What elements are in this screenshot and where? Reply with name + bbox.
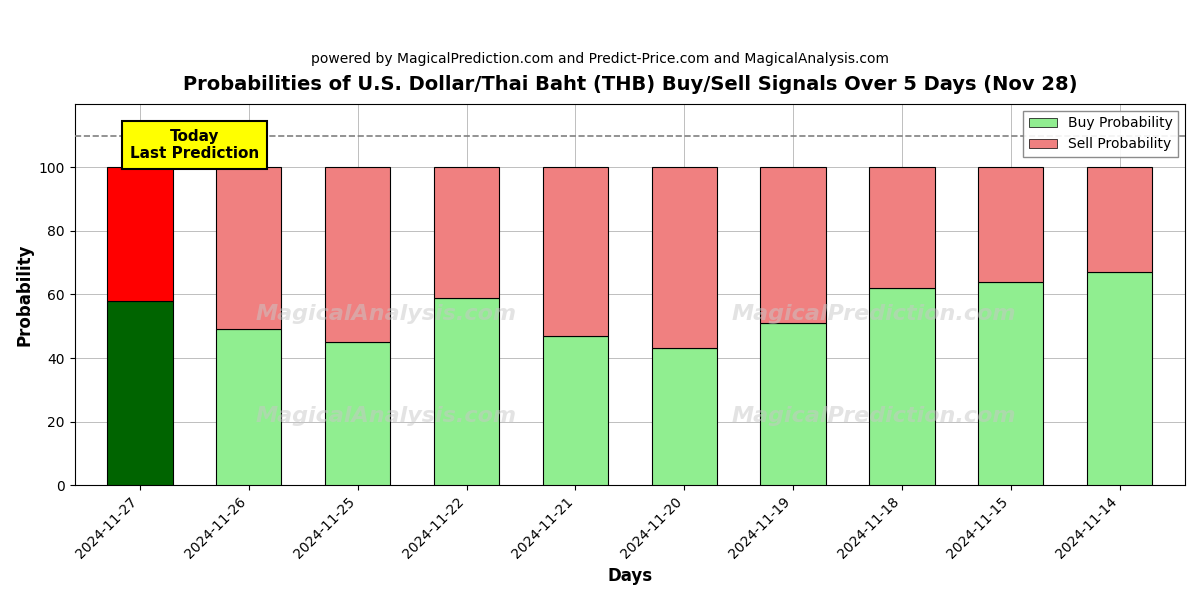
- Bar: [325, 167, 390, 342]
- Y-axis label: Probability: Probability: [16, 243, 34, 346]
- Bar: [107, 167, 173, 301]
- Text: powered by MagicalPrediction.com and Predict-Price.com and MagicalAnalysis.com: powered by MagicalPrediction.com and Pre…: [311, 52, 889, 66]
- Bar: [978, 167, 1044, 282]
- X-axis label: Days: Days: [607, 567, 653, 585]
- Bar: [325, 342, 390, 485]
- Bar: [542, 167, 608, 336]
- Bar: [761, 323, 826, 485]
- Bar: [216, 329, 282, 485]
- Text: Today
Last Prediction: Today Last Prediction: [130, 129, 259, 161]
- Text: MagicalAnalysis.com: MagicalAnalysis.com: [256, 304, 516, 323]
- Bar: [434, 298, 499, 485]
- Legend: Buy Probability, Sell Probability: Buy Probability, Sell Probability: [1024, 111, 1178, 157]
- Title: Probabilities of U.S. Dollar/Thai Baht (THB) Buy/Sell Signals Over 5 Days (Nov 2: Probabilities of U.S. Dollar/Thai Baht (…: [182, 75, 1078, 94]
- Text: MagicalPrediction.com: MagicalPrediction.com: [732, 406, 1016, 427]
- Bar: [1087, 167, 1152, 272]
- Text: MagicalAnalysis.com: MagicalAnalysis.com: [256, 406, 516, 427]
- Bar: [216, 167, 282, 329]
- Bar: [652, 167, 716, 349]
- Bar: [869, 167, 935, 288]
- Bar: [1087, 272, 1152, 485]
- Text: MagicalPrediction.com: MagicalPrediction.com: [732, 304, 1016, 323]
- Bar: [107, 301, 173, 485]
- Bar: [869, 288, 935, 485]
- Bar: [978, 282, 1044, 485]
- Bar: [761, 167, 826, 323]
- Bar: [434, 167, 499, 298]
- Bar: [652, 349, 716, 485]
- Bar: [542, 336, 608, 485]
